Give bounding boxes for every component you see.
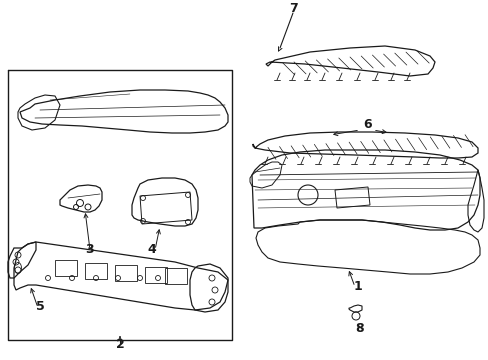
Text: 4: 4 (147, 243, 156, 256)
Text: 6: 6 (363, 118, 371, 131)
Text: 7: 7 (288, 1, 297, 14)
Text: 3: 3 (85, 243, 94, 256)
Text: 8: 8 (355, 322, 364, 335)
Text: 5: 5 (36, 300, 44, 313)
Text: 2: 2 (115, 338, 124, 351)
Text: 1: 1 (353, 280, 362, 293)
